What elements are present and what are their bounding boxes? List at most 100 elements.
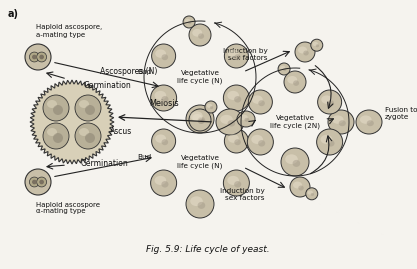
Circle shape bbox=[43, 123, 69, 149]
Ellipse shape bbox=[151, 85, 177, 111]
Text: Haploid ascospore,
a-mating type: Haploid ascospore, a-mating type bbox=[36, 24, 102, 37]
Circle shape bbox=[30, 177, 39, 187]
Ellipse shape bbox=[280, 66, 285, 70]
Ellipse shape bbox=[339, 120, 346, 126]
Circle shape bbox=[75, 95, 101, 121]
Ellipse shape bbox=[311, 39, 323, 51]
Circle shape bbox=[32, 180, 37, 184]
Ellipse shape bbox=[198, 118, 204, 124]
Ellipse shape bbox=[237, 111, 255, 127]
Ellipse shape bbox=[308, 190, 313, 195]
Ellipse shape bbox=[198, 202, 205, 209]
Ellipse shape bbox=[293, 80, 299, 86]
Text: Bud: Bud bbox=[138, 154, 152, 160]
Ellipse shape bbox=[189, 24, 211, 46]
Ellipse shape bbox=[284, 71, 306, 93]
Text: Ascospores (N): Ascospores (N) bbox=[100, 68, 157, 76]
Ellipse shape bbox=[285, 154, 298, 164]
Ellipse shape bbox=[240, 115, 248, 120]
Ellipse shape bbox=[224, 170, 249, 196]
Ellipse shape bbox=[234, 181, 241, 187]
Ellipse shape bbox=[227, 91, 239, 100]
Circle shape bbox=[53, 133, 63, 143]
Ellipse shape bbox=[327, 140, 334, 147]
Ellipse shape bbox=[258, 140, 265, 147]
Ellipse shape bbox=[306, 188, 318, 200]
Ellipse shape bbox=[151, 170, 177, 196]
Text: Vegetative
life cycle (N): Vegetative life cycle (N) bbox=[177, 155, 223, 169]
Text: Haploid ascospore
α-mating type: Haploid ascospore α-mating type bbox=[36, 201, 100, 214]
Circle shape bbox=[39, 180, 44, 184]
Ellipse shape bbox=[251, 135, 263, 144]
Ellipse shape bbox=[183, 16, 195, 28]
Ellipse shape bbox=[192, 29, 202, 37]
Ellipse shape bbox=[318, 90, 342, 114]
Circle shape bbox=[75, 123, 101, 149]
Ellipse shape bbox=[186, 105, 214, 133]
Ellipse shape bbox=[316, 44, 319, 47]
Polygon shape bbox=[30, 80, 114, 164]
Ellipse shape bbox=[317, 129, 343, 155]
Circle shape bbox=[25, 44, 51, 70]
Text: Vegetative
life cycle (2N): Vegetative life cycle (2N) bbox=[270, 115, 320, 129]
Ellipse shape bbox=[332, 115, 344, 124]
Ellipse shape bbox=[313, 42, 318, 46]
Ellipse shape bbox=[190, 196, 203, 206]
Circle shape bbox=[53, 105, 63, 115]
Ellipse shape bbox=[161, 96, 168, 102]
Ellipse shape bbox=[356, 110, 382, 134]
Ellipse shape bbox=[367, 120, 374, 126]
Ellipse shape bbox=[228, 49, 239, 58]
Ellipse shape bbox=[47, 100, 57, 108]
Ellipse shape bbox=[298, 186, 304, 190]
Ellipse shape bbox=[188, 21, 191, 24]
Ellipse shape bbox=[155, 176, 166, 185]
Ellipse shape bbox=[185, 19, 190, 23]
Ellipse shape bbox=[298, 47, 307, 54]
Ellipse shape bbox=[327, 100, 334, 106]
Ellipse shape bbox=[283, 68, 286, 71]
Ellipse shape bbox=[290, 177, 310, 197]
Circle shape bbox=[25, 169, 51, 195]
Text: a): a) bbox=[8, 9, 19, 19]
Ellipse shape bbox=[287, 76, 297, 84]
Ellipse shape bbox=[192, 114, 202, 122]
Ellipse shape bbox=[152, 44, 176, 68]
Ellipse shape bbox=[247, 129, 274, 155]
Ellipse shape bbox=[198, 117, 205, 124]
Circle shape bbox=[37, 177, 47, 187]
Ellipse shape bbox=[161, 139, 168, 145]
Ellipse shape bbox=[234, 96, 241, 102]
Text: Fusion to form
zygote: Fusion to form zygote bbox=[385, 108, 417, 121]
Ellipse shape bbox=[79, 100, 89, 108]
Ellipse shape bbox=[281, 148, 309, 176]
Ellipse shape bbox=[198, 33, 204, 39]
Ellipse shape bbox=[205, 101, 217, 113]
Ellipse shape bbox=[227, 176, 239, 185]
Ellipse shape bbox=[220, 115, 233, 124]
Ellipse shape bbox=[234, 54, 241, 60]
Ellipse shape bbox=[189, 109, 211, 131]
Ellipse shape bbox=[224, 44, 249, 68]
Text: Bud: Bud bbox=[138, 69, 152, 75]
Ellipse shape bbox=[234, 139, 241, 145]
Text: Fig. 5.9: Life cycle of yeast.: Fig. 5.9: Life cycle of yeast. bbox=[146, 245, 270, 254]
Ellipse shape bbox=[161, 181, 168, 187]
Text: Germination: Germination bbox=[81, 160, 129, 168]
Ellipse shape bbox=[278, 63, 290, 75]
Ellipse shape bbox=[321, 95, 332, 104]
Circle shape bbox=[85, 133, 95, 143]
Text: Germination: Germination bbox=[84, 80, 132, 90]
Circle shape bbox=[32, 55, 37, 59]
Ellipse shape bbox=[155, 134, 166, 143]
Text: Induction by
sex factors: Induction by sex factors bbox=[223, 48, 268, 62]
Ellipse shape bbox=[328, 110, 354, 134]
Ellipse shape bbox=[293, 160, 300, 167]
Ellipse shape bbox=[252, 95, 263, 104]
Circle shape bbox=[43, 95, 69, 121]
Ellipse shape bbox=[311, 193, 314, 196]
Circle shape bbox=[30, 52, 39, 62]
Ellipse shape bbox=[293, 182, 302, 189]
Ellipse shape bbox=[186, 190, 214, 218]
Text: Meiosis: Meiosis bbox=[149, 100, 179, 108]
